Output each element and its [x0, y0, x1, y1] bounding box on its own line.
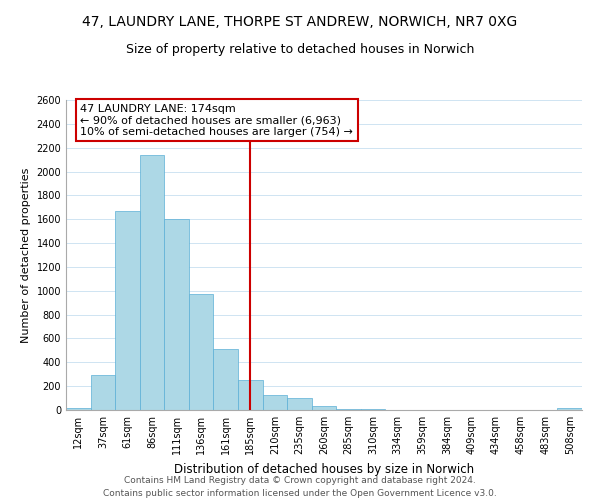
- Bar: [66, 408, 91, 410]
- X-axis label: Distribution of detached houses by size in Norwich: Distribution of detached houses by size …: [174, 462, 474, 475]
- Bar: [91, 375, 115, 410]
- Bar: [115, 211, 140, 410]
- Text: Size of property relative to detached houses in Norwich: Size of property relative to detached ho…: [126, 42, 474, 56]
- Y-axis label: Number of detached properties: Number of detached properties: [21, 168, 31, 342]
- Bar: [263, 395, 287, 410]
- Bar: [214, 349, 238, 410]
- Bar: [189, 294, 214, 410]
- Bar: [557, 408, 582, 410]
- Bar: [164, 219, 189, 410]
- Text: Contains HM Land Registry data © Crown copyright and database right 2024.
Contai: Contains HM Land Registry data © Crown c…: [103, 476, 497, 498]
- Text: 47, LAUNDRY LANE, THORPE ST ANDREW, NORWICH, NR7 0XG: 47, LAUNDRY LANE, THORPE ST ANDREW, NORW…: [82, 15, 518, 29]
- Bar: [238, 380, 263, 410]
- Bar: [140, 155, 164, 410]
- Bar: [336, 409, 361, 410]
- Bar: [287, 398, 312, 410]
- Bar: [312, 406, 336, 410]
- Text: 47 LAUNDRY LANE: 174sqm
← 90% of detached houses are smaller (6,963)
10% of semi: 47 LAUNDRY LANE: 174sqm ← 90% of detache…: [80, 104, 353, 137]
